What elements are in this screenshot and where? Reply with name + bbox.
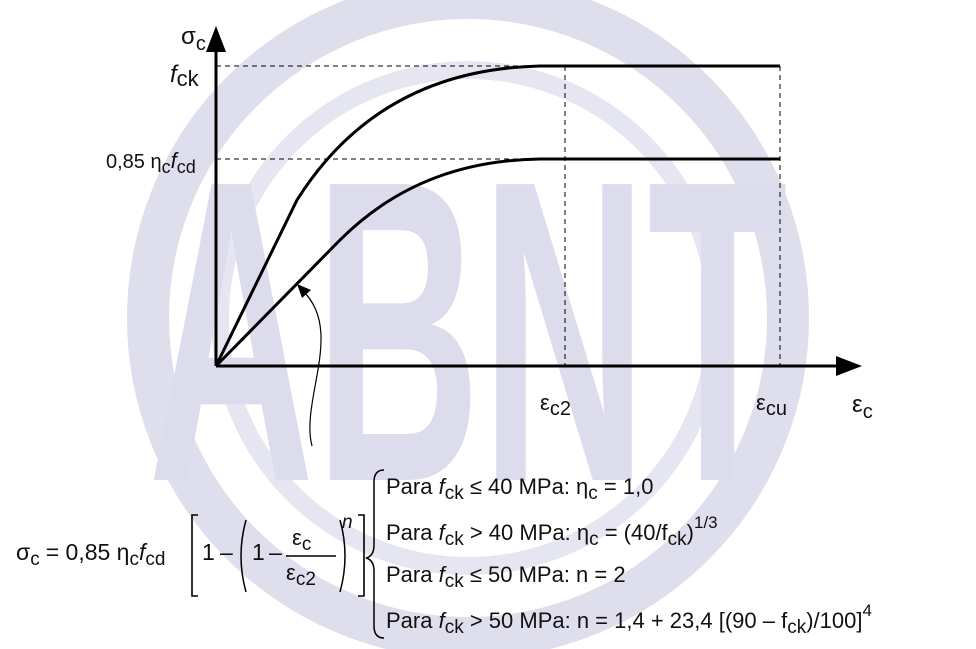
formula-inner-one: 1 [252, 539, 265, 565]
fck-level-label: fck [170, 61, 200, 91]
case-3: Para fck ≤ 50 MPa: n = 2 [386, 562, 626, 592]
cases-brace [365, 469, 385, 639]
ecu-label: εcu [756, 390, 787, 420]
case-4: Para fck > 50 MPa: n = 1,4 + 23,4 [(90 –… [386, 601, 872, 638]
x-axis-arrow [836, 356, 862, 376]
fraction-denominator: εc2 [286, 560, 316, 590]
formula-bracket-left [191, 514, 198, 597]
abnt-watermark: ABNT [127, 0, 809, 649]
case-2: Para fck > 40 MPa: ηc = (40/fck)1/3 [386, 513, 718, 550]
formula-inner-minus: – [269, 539, 282, 565]
curve-characteristic [214, 64, 780, 367]
formula-paren-right [339, 519, 346, 593]
formula-lhs: σc = 0,85 ηcfcd [16, 539, 165, 570]
cases-list: Para fck ≤ 40 MPa: ηc = 1,0 Para fck > 4… [386, 474, 872, 638]
watermark-ring-inner [211, 61, 725, 575]
y-axis-label: σc [181, 23, 206, 55]
formula-one: 1 [202, 539, 215, 565]
pointer-arrowhead [297, 284, 311, 298]
formula-bracket-right [358, 514, 365, 597]
formula-paren-left [240, 519, 247, 593]
curve-design [214, 157, 780, 368]
formula-minus: – [220, 539, 233, 565]
formula-exponent: n [342, 512, 353, 533]
design-level-label: 0,85 ηcfcd [106, 148, 196, 177]
stress-formula: σc = 0,85 ηcfcd 1 – 1 – εc εc2 n [16, 469, 385, 639]
watermark-ring-outer [127, 0, 809, 649]
x-axis-label: εc [852, 391, 873, 423]
case-1: Para fck ≤ 40 MPa: ηc = 1,0 [386, 474, 653, 504]
ec2-label: εc2 [540, 390, 571, 420]
pointer-curve [301, 289, 322, 447]
y-axis-arrow [206, 26, 226, 52]
fraction-numerator: εc [292, 525, 311, 555]
watermark-text: ABNT [148, 92, 788, 572]
